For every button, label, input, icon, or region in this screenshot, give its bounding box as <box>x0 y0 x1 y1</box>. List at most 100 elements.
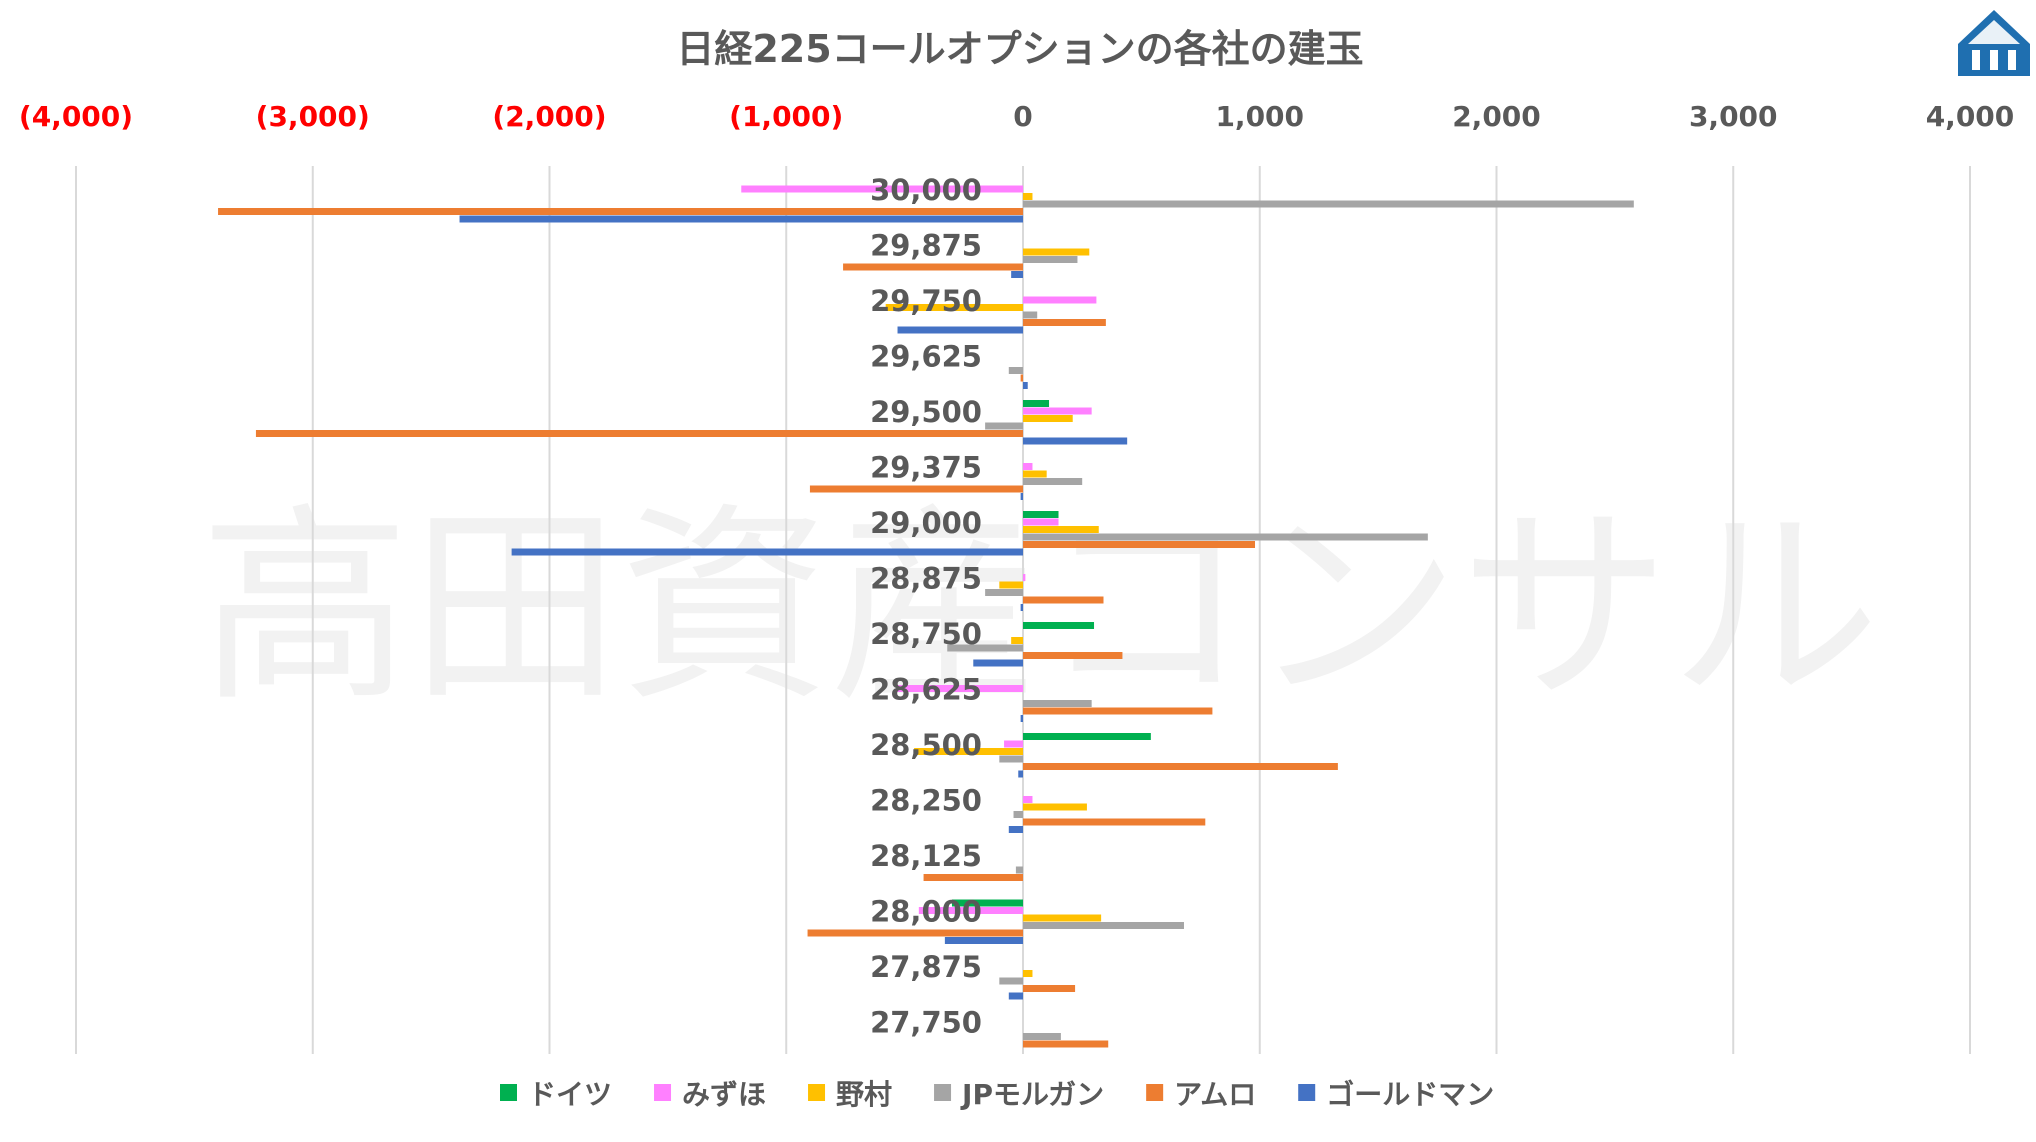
legend-swatch <box>1298 1084 1316 1101</box>
bar <box>1023 763 1338 770</box>
category-label: 28,625 <box>870 673 982 707</box>
bar <box>1023 914 1102 922</box>
bar <box>1023 437 1128 445</box>
bar <box>255 430 1023 437</box>
x-tick-label: (3,000) <box>256 100 370 133</box>
category-label: 28,125 <box>870 839 982 873</box>
bar <box>947 644 1023 652</box>
bar <box>1023 407 1092 415</box>
bar <box>1023 248 1090 256</box>
bar <box>1023 652 1123 659</box>
category-label: 29,875 <box>870 229 982 263</box>
bar <box>1023 193 1033 200</box>
bar <box>1020 715 1023 722</box>
bar <box>999 581 1023 589</box>
bar <box>944 937 1023 944</box>
bar <box>1023 470 1047 478</box>
bar <box>1023 707 1213 715</box>
bar <box>914 748 1023 755</box>
bar <box>1020 493 1023 500</box>
bar <box>897 326 1023 334</box>
bar <box>1023 574 1026 581</box>
x-tick-label: (2,000) <box>492 100 606 133</box>
category-label: 28,500 <box>870 728 982 762</box>
bar <box>1023 700 1092 707</box>
bar <box>807 929 1023 937</box>
category-label: 29,375 <box>870 451 982 485</box>
bar <box>1023 526 1099 533</box>
bar <box>885 304 1023 311</box>
bar <box>999 755 1023 763</box>
bar <box>1023 319 1106 326</box>
bar <box>1015 866 1023 874</box>
bar <box>1023 478 1083 485</box>
bar <box>1023 511 1059 518</box>
chart-title: 日経225コールオプションの各社の建玉 <box>676 27 1363 71</box>
category-label: 29,750 <box>870 284 982 318</box>
bar <box>1023 541 1256 548</box>
bar <box>1023 622 1095 629</box>
bar <box>459 215 1023 223</box>
bar <box>1023 296 1097 304</box>
legend-swatch <box>500 1084 517 1101</box>
bar <box>1011 271 1023 278</box>
category-labels: 30,000 29,875 29,750 29,625 29,500 29,375 29,0… <box>870 173 982 1040</box>
bar <box>1023 415 1073 422</box>
category-label: 28,875 <box>870 562 982 596</box>
category-label: 27,750 <box>870 1006 982 1040</box>
bar <box>1004 740 1023 748</box>
bar <box>985 422 1023 430</box>
category-label: 28,250 <box>870 784 982 818</box>
x-tick-label: 2,000 <box>1452 100 1541 133</box>
bar <box>1020 604 1023 611</box>
bar <box>1023 1033 1061 1040</box>
legend-label: アムロ <box>1174 1078 1256 1111</box>
x-tick-label: 4,000 <box>1926 100 2015 133</box>
bar <box>511 548 1023 556</box>
x-axis-ticks: (4,000) (3,000) (2,000) (1,000) 0 1,000 2,000 3… <box>19 100 2014 133</box>
bar <box>918 907 1023 914</box>
bar <box>218 208 1024 215</box>
legend-label: ゴールドマン <box>1326 1078 1494 1111</box>
bar <box>1011 637 1023 644</box>
category-label: 30,000 <box>870 173 982 207</box>
bar <box>809 485 1023 493</box>
bar <box>1008 992 1023 1000</box>
bar <box>1023 1040 1109 1048</box>
bar <box>1023 533 1428 541</box>
bar <box>1008 367 1023 374</box>
x-tick-label: 1,000 <box>1215 100 1304 133</box>
legend: ドイツ みずほ 野村 JPモルガン アムロ ゴールドマン <box>500 1078 1494 1111</box>
category-label: 28,750 <box>870 617 982 651</box>
bar <box>1013 811 1023 818</box>
bar <box>1023 200 1634 208</box>
bar <box>1008 826 1023 833</box>
bar <box>1023 518 1059 526</box>
bars <box>218 185 1634 1048</box>
bar <box>973 659 1023 667</box>
legend-swatch <box>808 1084 826 1101</box>
bar <box>1020 374 1023 382</box>
legend-label: 野村 <box>836 1078 892 1111</box>
legend-swatch <box>1146 1084 1164 1101</box>
x-tick-label: 3,000 <box>1689 100 1778 133</box>
bar <box>1023 463 1033 470</box>
bar <box>1023 970 1033 977</box>
legend-label: JPモルガン <box>960 1078 1104 1111</box>
bar <box>923 874 1023 881</box>
bar <box>1023 311 1038 319</box>
bar <box>843 263 1023 271</box>
bar <box>1023 596 1104 604</box>
bar <box>741 185 1023 193</box>
legend-swatch <box>934 1084 952 1101</box>
bar <box>1023 382 1028 389</box>
category-label: 29,000 <box>870 506 982 540</box>
bar <box>951 899 1023 907</box>
category-label: 28,000 <box>870 895 982 929</box>
logo-icon <box>1958 10 2030 76</box>
x-tick-label: (1,000) <box>729 100 843 133</box>
category-label: 29,625 <box>870 340 982 374</box>
legend-swatch <box>654 1084 672 1101</box>
x-tick-label: 0 <box>1013 100 1032 133</box>
